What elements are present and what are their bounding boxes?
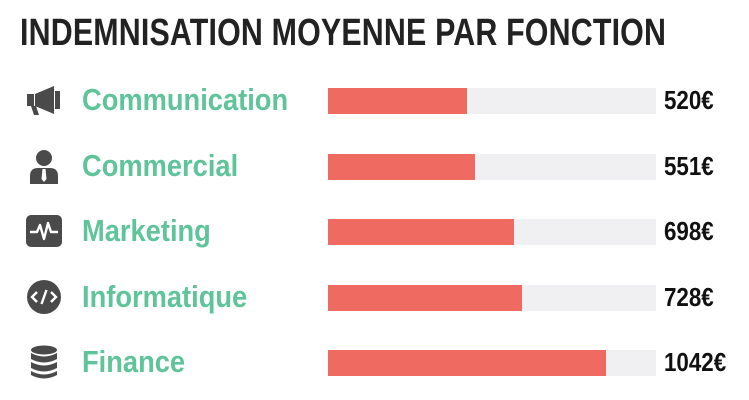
- bar-row: Marketing 698€: [0, 211, 749, 251]
- category-label: Commercial: [82, 148, 239, 183]
- category-label: Communication: [82, 82, 289, 117]
- code-icon: [24, 279, 64, 315]
- megaphone-icon: [24, 82, 64, 118]
- chart-title: INDEMNISATION MOYENNE PAR FONCTION: [20, 12, 667, 54]
- category-label: Finance: [82, 344, 186, 379]
- value-label: 728€: [664, 282, 714, 312]
- category-label: Informatique: [82, 279, 248, 314]
- value-label: 698€: [664, 216, 714, 246]
- bar-row: Communication 520€: [0, 80, 749, 120]
- bar: [328, 88, 467, 114]
- value-label: 1042€: [664, 347, 727, 377]
- bar-row: Commercial 551€: [0, 146, 749, 186]
- category-label: Marketing: [82, 213, 211, 248]
- bar-track: [328, 285, 656, 311]
- bar-track: [328, 154, 656, 180]
- bar-row: Informatique 728€: [0, 277, 749, 317]
- bar: [328, 285, 522, 311]
- pulse-monitor-icon: [24, 213, 64, 249]
- bar-row: Finance 1042€: [0, 342, 749, 382]
- bar-track: [328, 88, 656, 114]
- bar: [328, 350, 606, 376]
- bar-track: [328, 219, 656, 245]
- bar-track: [328, 350, 656, 376]
- person-icon: [24, 148, 64, 184]
- database-icon: [24, 344, 64, 380]
- bar: [328, 219, 514, 245]
- bar: [328, 154, 475, 180]
- value-label: 551€: [664, 151, 714, 181]
- value-label: 520€: [664, 85, 714, 115]
